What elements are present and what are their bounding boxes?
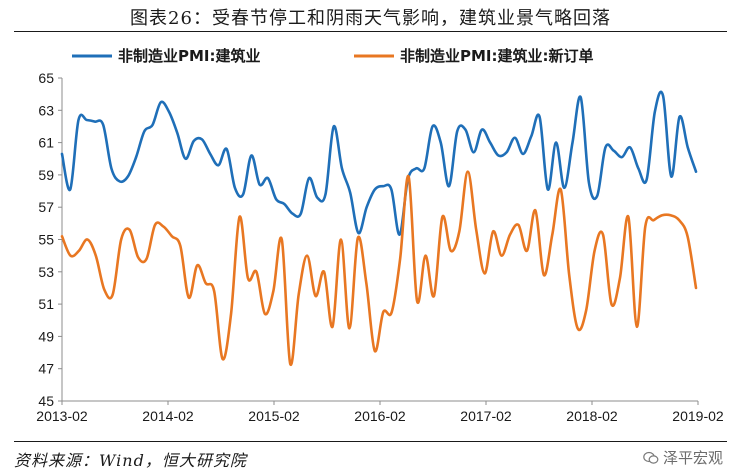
chart-title: 图表26：受春节停工和阴雨天气影响，建筑业景气略回落 <box>130 8 611 29</box>
y-tick-label: 63 <box>38 102 54 118</box>
legend-label-2: 非制造业PMI:建筑业:新订单 <box>400 47 594 65</box>
y-tick-label: 45 <box>38 393 54 409</box>
y-tick-label: 47 <box>38 361 54 377</box>
y-tick-label: 51 <box>38 296 54 312</box>
title-divider <box>14 31 727 32</box>
x-tick-label: 2019-02 <box>672 408 724 424</box>
legend: 非制造业PMI:建筑业 非制造业PMI:建筑业:新订单 <box>72 47 594 65</box>
y-tick-label: 49 <box>38 328 54 344</box>
x-tick-label: 2017-02 <box>460 408 512 424</box>
watermark-text: 泽平宏观 <box>662 449 723 467</box>
y-tick-label: 59 <box>38 167 54 183</box>
series-line-1 <box>60 90 698 236</box>
y-tick-label: 61 <box>38 135 54 151</box>
plot-area <box>60 90 698 366</box>
y-tick-label: 53 <box>38 264 54 280</box>
legend-label-1: 非制造业PMI:建筑业 <box>118 47 261 65</box>
wechat-icon <box>643 451 659 464</box>
y-tick-label: 57 <box>38 199 54 215</box>
y-tick-label: 55 <box>38 232 54 248</box>
watermark: 泽平宏观 <box>643 447 723 468</box>
series-line-2 <box>60 170 698 366</box>
x-tick-label: 2018-02 <box>566 408 618 424</box>
x-tick-label: 2013-02 <box>36 408 88 424</box>
source-note: 资料来源：Wind，恒大研究院 <box>14 451 247 470</box>
footer-divider <box>14 441 727 442</box>
x-tick-label: 2015-02 <box>248 408 300 424</box>
y-tick-label: 65 <box>38 70 54 86</box>
axes: 45 47 49 51 53 55 57 59 61 63 65 2013-02 2014-02 2015… <box>36 70 724 424</box>
x-tick-label: 2014-02 <box>142 408 194 424</box>
line-chart: 非制造业PMI:建筑业 非制造业PMI:建筑业:新订单 45 47 49 51 53 55 5… <box>36 47 724 424</box>
x-tick-label: 2016-02 <box>354 408 406 424</box>
